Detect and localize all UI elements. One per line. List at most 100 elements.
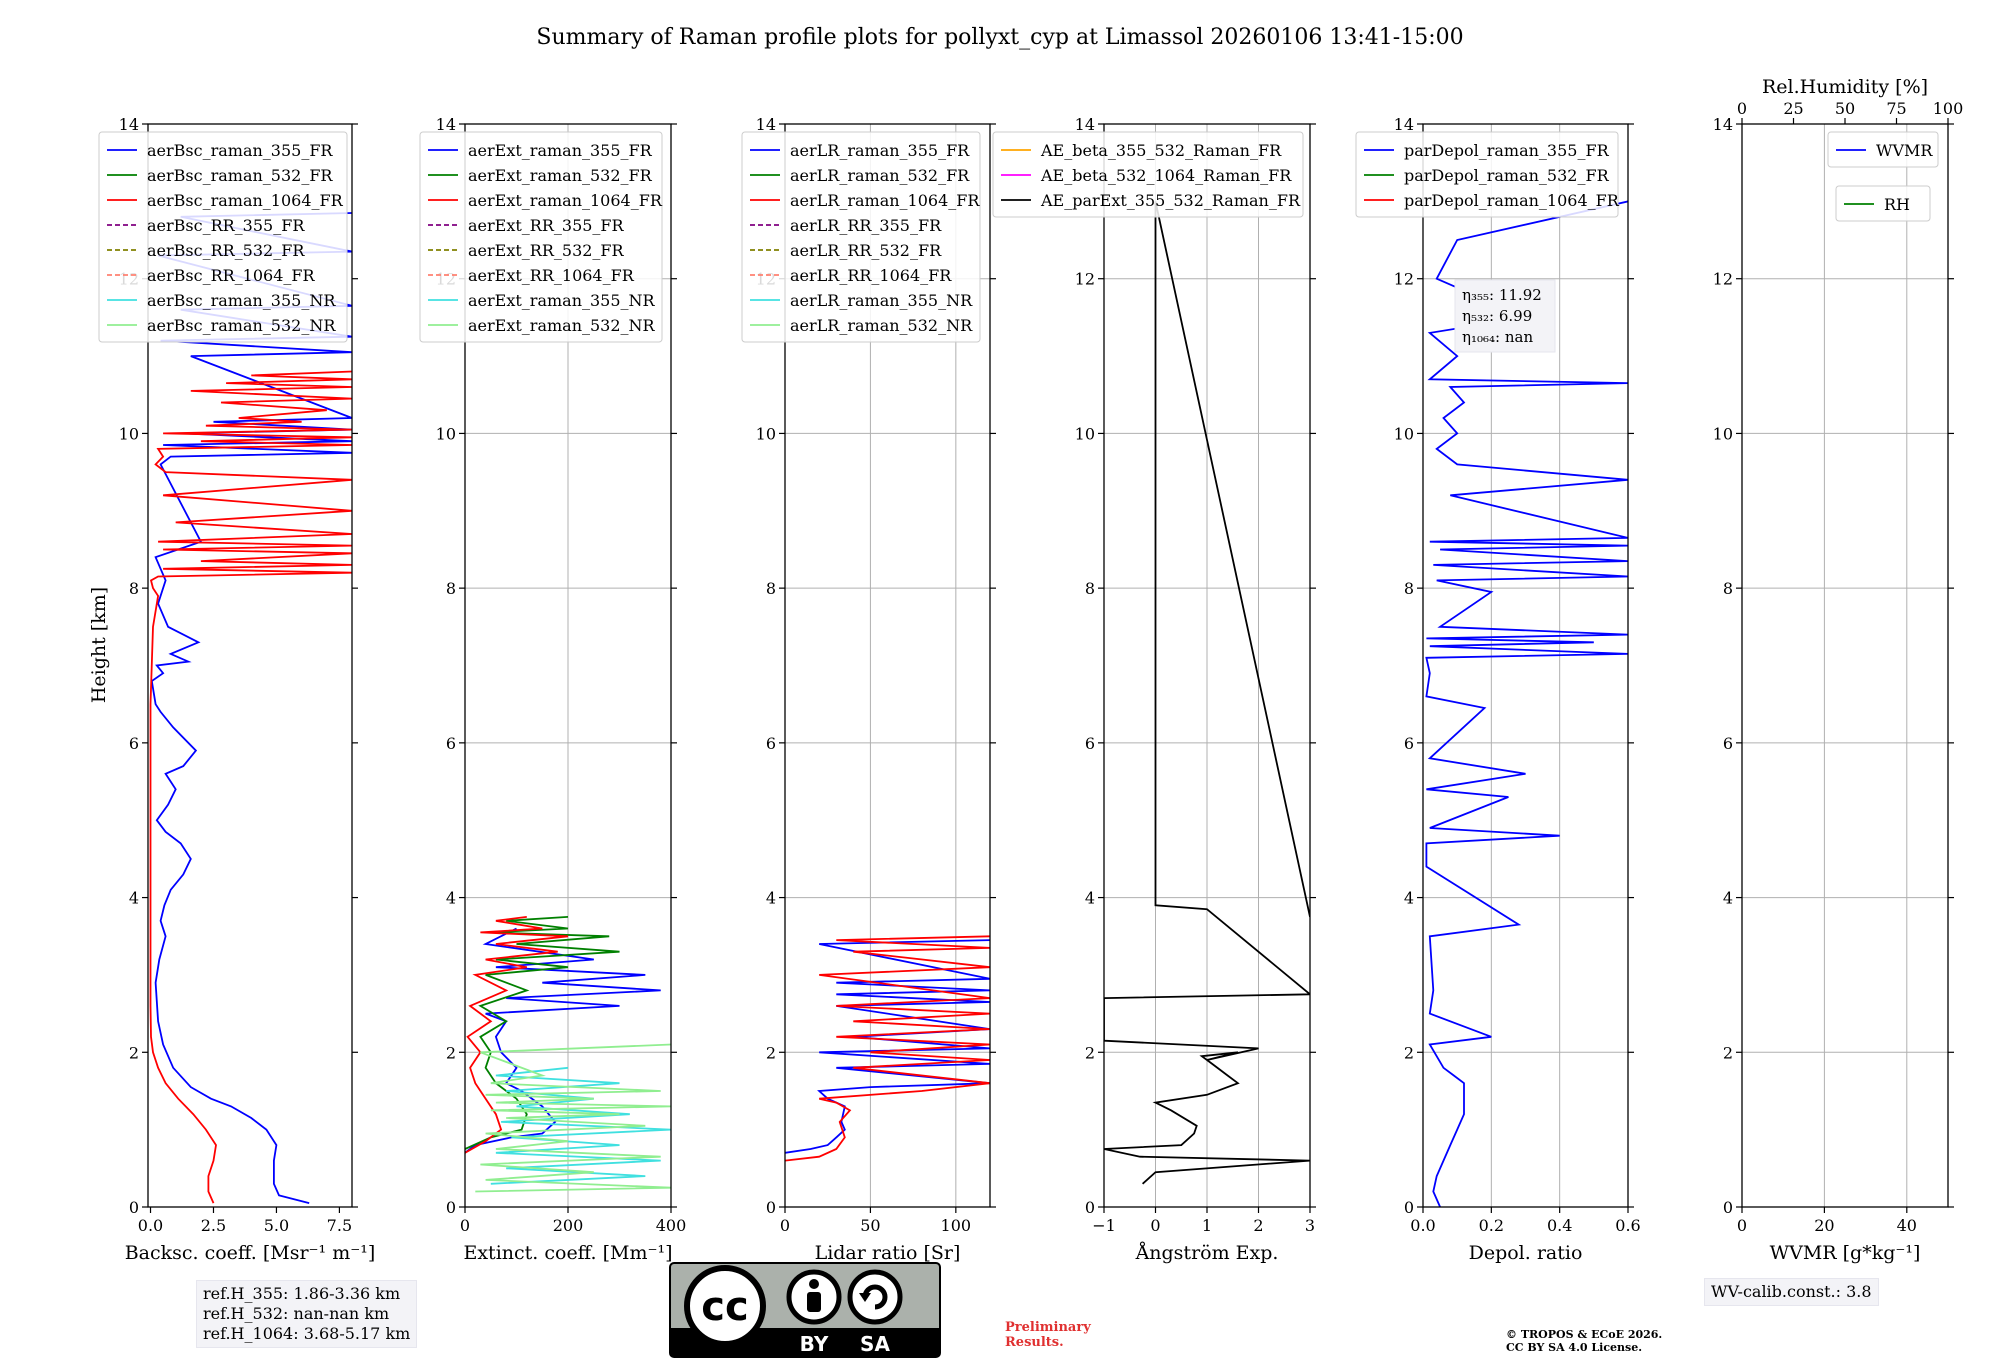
panel-depol: 0 2 4 6 8 10 12 14 0.0 0.2 0.4 0.6 Depol. ratio parDe…	[1355, 115, 1641, 1264]
y-tick-label: 6	[1404, 734, 1414, 753]
x-tick-label: 40	[1897, 1216, 1917, 1235]
y-tick-label: 14	[119, 115, 139, 134]
x-tick-label: 2.5	[201, 1216, 226, 1235]
legend-label: aerBsc_RR_355_FR	[147, 216, 305, 235]
y-tick-label: 6	[129, 734, 139, 753]
legend-frame	[419, 131, 663, 343]
axes-frame	[784, 123, 991, 1208]
x-tick-label: −1	[1092, 1216, 1116, 1235]
series-line-ext-0	[465, 927, 661, 1154]
y-tick-label: 12	[1713, 270, 1733, 289]
legend-label: AE_beta_532_1064_Raman_FR	[1040, 166, 1292, 185]
ref-h-532: ref.H_532: nan-nan km	[203, 1304, 390, 1323]
legend: aerBsc_raman_355_FR aerBsc_raman_532_FRae…	[98, 131, 348, 343]
legend-label: aerExt_RR_355_FR	[468, 216, 625, 235]
y-tick-label: 2	[129, 1043, 139, 1062]
x-tick-label: 7.5	[327, 1216, 352, 1235]
x-tick-label: 400	[656, 1216, 687, 1235]
y-tick-label: 8	[1404, 579, 1414, 598]
y-tick-label: 6	[446, 734, 456, 753]
legend-label: aerLR_RR_532_FR	[790, 241, 942, 260]
legend: aerExt_raman_355_FR aerExt_raman_532_FRae…	[419, 131, 663, 343]
panel-lr: 02468101214050100Lidar ratio [Sr]aerLR_r…	[741, 115, 996, 1264]
x-tick-label: 0.6	[1615, 1216, 1640, 1235]
preliminary-line-1: Preliminary	[1005, 1320, 1091, 1335]
y-tick-label: 2	[1085, 1043, 1095, 1062]
legend-label: aerLR_RR_355_FR	[790, 216, 942, 235]
axes-frame	[147, 123, 353, 1208]
y-tick-label: 8	[766, 579, 776, 598]
y-tick-label: 10	[436, 424, 456, 443]
legend-frame	[1355, 131, 1619, 218]
x-tick-label: 50	[860, 1216, 880, 1235]
top-x-tick-label: 0	[1737, 99, 1747, 118]
eta-annotation-line: η₅₃₂: 6.99	[1462, 307, 1532, 325]
legend-label: aerLR_RR_1064_FR	[790, 266, 952, 285]
x-tick-label: 0.0	[1410, 1216, 1435, 1235]
share-alike-icon	[847, 1269, 903, 1325]
cc-sa-text: SA	[860, 1332, 890, 1356]
y-tick-label: 2	[446, 1043, 456, 1062]
eta-annotation: η₃₅₅: 11.92 η₅₃₂: 6.99 η₁₀₆₄: nan	[1454, 279, 1556, 353]
y-tick-label: 4	[1723, 889, 1733, 908]
y-tick-label: 6	[1085, 734, 1095, 753]
series-line-depol-0	[1425, 200, 1628, 1207]
panel-ext: 024681012140200400Extinct. coeff. [Mm⁻¹]…	[419, 115, 687, 1264]
y-tick-label: 10	[1713, 424, 1733, 443]
y-tick-label: 2	[1723, 1043, 1733, 1062]
y-tick-label: 6	[766, 734, 776, 753]
legend-label: RH	[1884, 195, 1910, 214]
series-line-ae-2	[1104, 201, 1310, 1185]
legend-label: aerBsc_RR_532_FR	[147, 241, 305, 260]
legend-frame	[1835, 185, 1931, 222]
legend-label: aerExt_raman_532_FR	[468, 166, 653, 185]
figure-title: Summary of Raman profile plots for polly…	[536, 25, 1463, 50]
y-tick-label: 10	[119, 424, 139, 443]
x-tick-label: 5.0	[264, 1216, 289, 1235]
preliminary-note: Preliminary Results.	[1005, 1320, 1091, 1350]
x-axis-label: Backsc. coeff. [Msr⁻¹ m⁻¹]	[125, 1242, 376, 1264]
legend-label: aerBsc_raman_532_NR	[147, 316, 336, 335]
y-tick-label: 8	[446, 579, 456, 598]
cc-by-text: BY	[800, 1332, 829, 1356]
legend-label: aerLR_raman_355_FR	[790, 141, 970, 160]
legend-label: AE_beta_355_532_Raman_FR	[1040, 141, 1282, 160]
legend-label: aerBsc_raman_355_NR	[147, 291, 336, 310]
x-tick-label: 100	[941, 1216, 972, 1235]
legend-label: aerExt_raman_1064_FR	[468, 191, 663, 210]
reference-height-box: ref.H_355: 1.86-3.36 km ref.H_532: nan-n…	[196, 1280, 418, 1348]
y-tick-label: 4	[766, 889, 776, 908]
series-line-lr-2	[785, 935, 990, 1162]
y-tick-label: 14	[1394, 115, 1414, 134]
y-tick-label: 10	[1075, 424, 1095, 443]
y-tick-label: 8	[1085, 579, 1095, 598]
series-line-ext-7	[475, 1043, 671, 1193]
y-tick-label: 0	[1085, 1198, 1095, 1217]
legend-label: aerBsc_RR_1064_FR	[147, 266, 316, 285]
x-tick-label: 1	[1202, 1216, 1212, 1235]
y-tick-label: 2	[766, 1043, 776, 1062]
legend-label: aerExt_RR_532_FR	[468, 241, 625, 260]
top-x-tick-label: 100	[1933, 99, 1964, 118]
legend-label: aerExt_RR_1064_FR	[468, 266, 635, 285]
y-tick-label: 12	[1394, 270, 1414, 289]
top-x-tick-label: 25	[1783, 99, 1803, 118]
y-tick-label: 4	[129, 889, 139, 908]
x-tick-label: 0.4	[1547, 1216, 1572, 1235]
legend: RH	[1835, 185, 1931, 222]
y-tick-label: 14	[436, 115, 456, 134]
y-tick-label: 0	[129, 1198, 139, 1217]
y-tick-label: 14	[1713, 115, 1733, 134]
legend-label: aerLR_raman_532_FR	[790, 166, 970, 185]
x-tick-label: 0	[1150, 1216, 1160, 1235]
legend-label: aerBsc_raman_355_FR	[147, 141, 333, 160]
legend-label: aerExt_raman_532_NR	[468, 316, 656, 335]
eta-annotation-line: η₁₀₆₄: nan	[1462, 328, 1533, 346]
y-tick-label: 10	[1394, 424, 1414, 443]
x-axis-label: Extinct. coeff. [Mm⁻¹]	[463, 1242, 672, 1264]
wv-calibration-box: WV-calib.const.: 3.8	[1704, 1278, 1879, 1306]
y-tick-label: 2	[1404, 1043, 1414, 1062]
x-tick-label: 200	[553, 1216, 584, 1235]
